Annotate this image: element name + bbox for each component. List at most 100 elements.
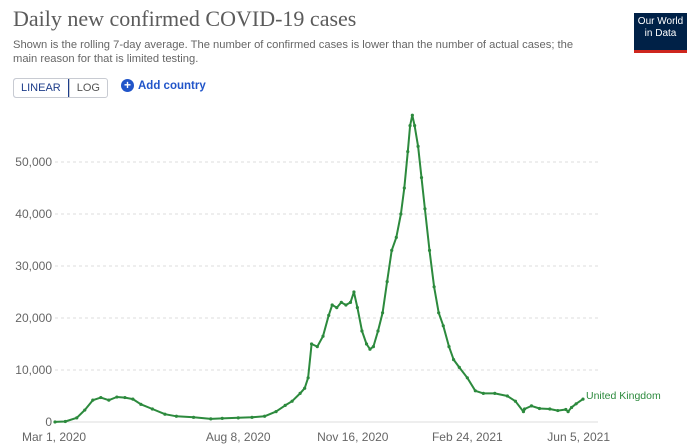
data-point [457, 365, 461, 369]
data-point [427, 248, 432, 252]
data-point [250, 415, 254, 419]
data-point [91, 398, 95, 402]
data-point [493, 391, 497, 395]
data-point [236, 416, 240, 420]
data-point [529, 404, 534, 408]
data-point [581, 397, 585, 401]
data-point [441, 324, 445, 328]
data-point [406, 150, 410, 154]
data-point [522, 407, 527, 411]
data-point [220, 416, 224, 420]
plus-circle-icon: + [121, 79, 134, 92]
data-point [306, 376, 310, 380]
data-point [410, 113, 414, 117]
data-point [309, 342, 314, 346]
data-point [413, 124, 417, 128]
data-point [385, 280, 389, 284]
data-point [465, 376, 469, 380]
series-line [54, 114, 584, 423]
owid-logo[interactable]: Our World in Data [634, 13, 687, 53]
y-tick-label: 30,000 [15, 259, 52, 273]
data-point [123, 395, 127, 400]
data-point [505, 394, 510, 398]
add-country-label: Add country [138, 79, 206, 92]
data-point [394, 235, 398, 239]
data-point [63, 419, 67, 424]
data-point [447, 345, 451, 349]
data-point [209, 417, 213, 421]
data-point [75, 416, 79, 420]
data-point [107, 398, 111, 402]
chart-subtitle: Shown is the rolling 7-day average. The … [13, 39, 574, 65]
x-tick-label: Aug 8, 2020 [206, 430, 271, 444]
data-point [150, 407, 154, 411]
linear-scale-button[interactable]: LINEAR [13, 79, 69, 97]
data-point [283, 403, 287, 407]
data-point [139, 402, 143, 406]
data-point [419, 176, 424, 180]
data-point [481, 391, 485, 395]
data-point [473, 389, 477, 393]
data-point [556, 408, 560, 413]
data-point [99, 395, 103, 400]
data-point [380, 311, 385, 315]
data-point [335, 306, 339, 310]
data-point [174, 414, 179, 418]
data-point [191, 415, 196, 419]
data-point [437, 311, 441, 315]
y-tick-label: 50,000 [15, 155, 52, 169]
data-point [321, 334, 325, 338]
y-tick-label: 20,000 [15, 311, 52, 325]
scale-toggle: LINEAR LOG [13, 78, 108, 98]
data-point [537, 406, 542, 411]
data-point [569, 405, 574, 410]
logo-line-2: in Data [644, 28, 677, 39]
data-point [371, 345, 376, 349]
data-point [432, 285, 436, 289]
data-point [298, 391, 302, 395]
data-point [327, 313, 331, 317]
x-tick-label: Feb 24, 2021 [432, 430, 503, 444]
data-point [399, 212, 403, 216]
y-tick-label: 0 [45, 415, 52, 429]
data-point [408, 124, 412, 128]
data-point [344, 303, 348, 307]
add-country-button[interactable]: + Add country [121, 79, 206, 92]
chart-title: Daily new confirmed COVID-19 cases [13, 6, 357, 31]
data-point [390, 248, 394, 252]
data-point [564, 407, 568, 412]
data-point [513, 399, 518, 403]
data-point [290, 399, 294, 403]
data-point [274, 410, 278, 414]
data-point [115, 395, 119, 399]
data-point [368, 347, 372, 351]
data-point [451, 358, 456, 362]
data-point [360, 329, 364, 333]
data-point [131, 397, 135, 401]
data-point [402, 186, 406, 190]
x-tick-label: Nov 16, 2020 [317, 430, 389, 444]
data-point [548, 407, 552, 411]
data-point [303, 386, 307, 390]
log-scale-button[interactable]: LOG [68, 79, 107, 97]
data-point [53, 420, 57, 424]
data-point [521, 410, 526, 414]
x-tick-label: Mar 1, 2020 [22, 430, 86, 444]
data-point [262, 414, 267, 418]
series-label: United Kingdom [586, 390, 661, 402]
data-point [574, 402, 578, 406]
data-point [364, 342, 369, 346]
data-point [315, 345, 319, 349]
logo-line-1: Our World [637, 16, 684, 27]
data-point [355, 306, 359, 310]
x-tick-label: Jun 5, 2021 [547, 430, 610, 444]
y-tick-label: 10,000 [15, 363, 52, 377]
data-point [423, 207, 427, 211]
data-point [163, 412, 167, 416]
data-point [352, 290, 356, 294]
data-point [566, 410, 570, 414]
data-point [330, 303, 334, 307]
data-point [416, 144, 420, 148]
data-point [339, 300, 343, 304]
